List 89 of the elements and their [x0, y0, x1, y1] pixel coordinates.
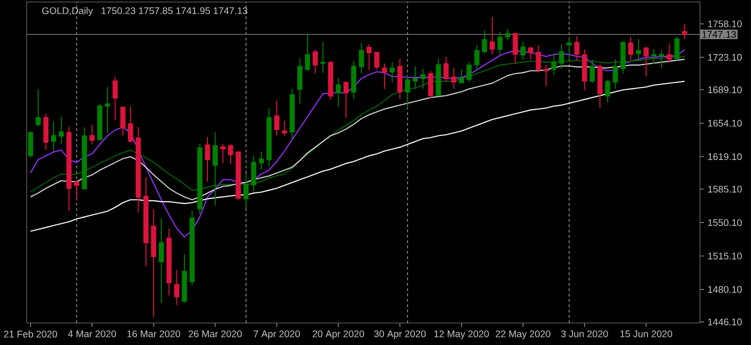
- y-tick-label: 1550.10: [708, 219, 742, 226]
- candlestick: [312, 48, 318, 74]
- candlestick: [220, 143, 226, 164]
- candlestick: [520, 41, 526, 60]
- candlestick: [90, 124, 95, 145]
- y-tick-label: 1585.10: [708, 186, 742, 193]
- x-tick-label: 4 Mar 2020: [68, 330, 116, 338]
- candlestick: [304, 34, 310, 72]
- candlestick: [243, 173, 249, 209]
- candlestick: [28, 130, 34, 158]
- candlestick: [258, 151, 264, 170]
- x-tick-label: 16 Mar 2020: [127, 330, 180, 338]
- candlestick: [558, 44, 564, 70]
- candlestick: [551, 52, 556, 76]
- candlestick: [74, 180, 80, 200]
- candlestick: [320, 42, 326, 74]
- y-tick-label: 1758.10: [708, 20, 742, 28]
- candlestick: [674, 36, 680, 61]
- candlestick: [420, 68, 426, 90]
- candlestick: [651, 48, 656, 64]
- candlestick: [51, 121, 56, 152]
- candlestick: [212, 132, 218, 206]
- candlestick: [251, 155, 256, 192]
- candlestick: [512, 32, 518, 64]
- candlestick: [628, 36, 634, 61]
- candlestick: [120, 106, 126, 136]
- candlestick: [566, 36, 572, 59]
- candlestick: [612, 59, 618, 90]
- candlestick: [658, 50, 664, 68]
- candlestick: [458, 69, 464, 84]
- y-tick-label: 1654.10: [708, 120, 742, 127]
- x-tick-label: 20 Apr 2020: [312, 330, 364, 340]
- x-tick-label: 30 Apr 2020: [374, 330, 426, 340]
- candlestick: [544, 64, 549, 87]
- candlestick: [343, 80, 349, 119]
- candlestick: [390, 62, 395, 83]
- candlestick: [104, 86, 110, 134]
- candlestick: [58, 116, 64, 144]
- candlestick: [36, 89, 41, 127]
- y-tick-label: 1689.10: [708, 86, 742, 94]
- candlestick: [336, 77, 341, 108]
- candlestick: [505, 28, 510, 41]
- candlestick: [474, 44, 480, 70]
- candlestick: [644, 46, 649, 77]
- candlestick: [158, 218, 164, 304]
- candlestick: [412, 66, 418, 90]
- x-tick-label: 22 May 2020: [496, 330, 550, 340]
- chart-title: GOLD,Daily: [42, 7, 93, 16]
- y-tick-label: 1515.10: [708, 252, 742, 260]
- x-tick-label: 15 Jun 2020: [620, 330, 672, 338]
- candlestick: [443, 56, 449, 82]
- candlestick: [274, 100, 280, 136]
- candlestick: [405, 75, 410, 109]
- y-tick-label: 1480.10: [708, 286, 742, 293]
- candlestick: [128, 106, 134, 143]
- candlestick: [666, 42, 672, 64]
- x-tick-label: 3 Jun 2020: [561, 330, 608, 338]
- candlestick: [451, 67, 456, 90]
- candlestick: [282, 120, 288, 136]
- x-tick-label: 21 Feb 2020: [4, 330, 58, 338]
- candlestick: [466, 62, 472, 83]
- y-tick-label: 1619.10: [708, 153, 742, 160]
- candlestick: [358, 42, 364, 74]
- x-tick-label: 7 Apr 2020: [254, 330, 300, 340]
- candlestick: [228, 143, 234, 164]
- candlestick: [490, 16, 495, 55]
- candlestick: [112, 76, 118, 121]
- y-tick-label: 1446.10: [708, 318, 742, 326]
- ref-line-label: 1747.13: [702, 30, 736, 38]
- candlestick: [204, 136, 210, 182]
- candlestick: [374, 52, 380, 70]
- candlestick: [497, 31, 503, 56]
- candlestick: [536, 44, 541, 73]
- candlestick: [528, 46, 534, 61]
- y-tick-label: 1723.10: [708, 54, 742, 61]
- candlestick: [482, 30, 488, 54]
- candlestick: [428, 70, 434, 99]
- x-tick-label: 26 Mar 2020: [188, 330, 242, 338]
- candlestick: [174, 269, 180, 306]
- candlestick: [382, 63, 388, 90]
- candlestick: [590, 59, 595, 84]
- candlestick: [574, 36, 580, 61]
- candlestick: [682, 24, 688, 40]
- candlestick: [636, 38, 642, 62]
- candlestick: [297, 58, 302, 104]
- chart-subtitle: 1750.23 1757.85 1741.95 1747.13: [102, 7, 248, 14]
- candlestick: [366, 44, 372, 71]
- x-tick-label: 12 May 2020: [434, 330, 489, 340]
- candlestick: [605, 79, 610, 103]
